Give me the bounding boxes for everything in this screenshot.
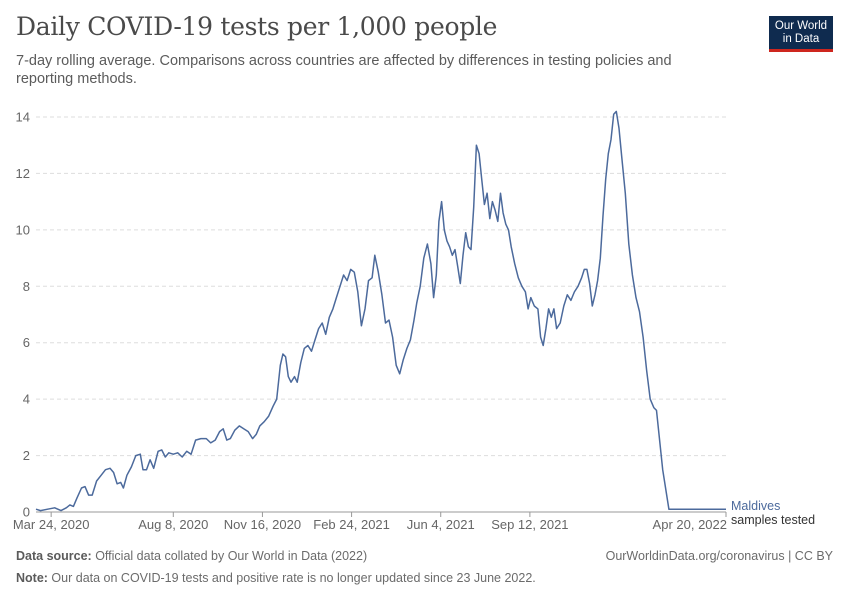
chart-title: Daily COVID-19 tests per 1,000 people — [16, 12, 498, 41]
y-tick-label: 6 — [23, 335, 30, 350]
source-url-link[interactable]: OurWorldinData.org/coronavirus | CC BY — [605, 549, 833, 563]
y-tick-label: 14 — [16, 110, 30, 125]
owid-logo[interactable]: Our World in Data — [769, 16, 833, 52]
y-tick-label: 4 — [23, 392, 30, 407]
y-tick-label: 8 — [23, 279, 30, 294]
x-tick-label: Nov 16, 2020 — [224, 517, 301, 532]
series-line-maldives[interactable] — [35, 110, 726, 512]
line-chart: 0 2 4 6 8 10 12 14 Mar 24, 2020 Aug 8, 2020 Nov 1… — [13, 110, 815, 533]
x-tick-label: Jun 4, 2021 — [407, 517, 475, 532]
note: Note: Our data on COVID-19 tests and pos… — [16, 571, 536, 585]
x-tick-label: Sep 12, 2021 — [491, 517, 568, 532]
logo-line-1: Our World — [774, 20, 828, 32]
x-tick-label: Mar 24, 2020 — [13, 517, 90, 532]
y-tick-label: 12 — [16, 166, 30, 181]
series-unit-label: samples tested — [731, 513, 815, 527]
x-tick-label: Feb 24, 2021 — [313, 517, 390, 532]
data-source: Data source: Official data collated by O… — [16, 549, 367, 563]
data-source-text: Official data collated by Our World in D… — [91, 549, 368, 563]
y-axis-ticks: 0 2 4 6 8 10 12 14 — [16, 110, 30, 520]
x-axis-ticks: Mar 24, 2020 Aug 8, 2020 Nov 16, 2020 Feb 2… — [13, 511, 727, 532]
y-tick-label: 10 — [16, 222, 30, 237]
series-label: Maldives — [731, 499, 780, 513]
y-tick-label: 2 — [23, 448, 30, 463]
note-text: Our data on COVID-19 tests and positive … — [47, 571, 536, 585]
x-tick-label: Aug 8, 2020 — [138, 517, 208, 532]
note-label: Note: — [16, 571, 48, 585]
chart-subtitle: 7-day rolling average. Comparisons acros… — [16, 53, 672, 87]
y-tick-label: 0 — [23, 505, 30, 520]
x-tick-label: Apr 20, 2022 — [653, 517, 727, 532]
data-source-label: Data source: — [16, 549, 92, 563]
logo-line-2: in Data — [782, 33, 820, 45]
